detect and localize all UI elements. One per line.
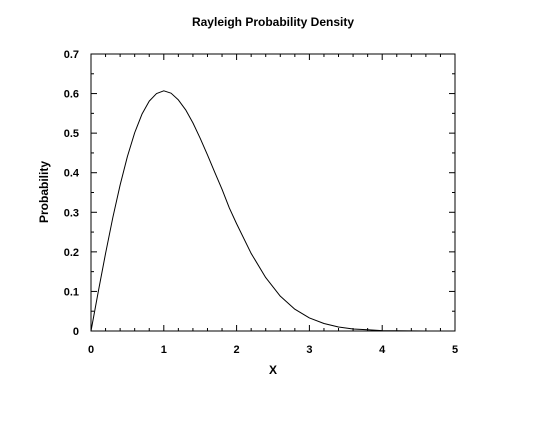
x-tick-label: 1 bbox=[161, 344, 167, 356]
x-tick-label: 5 bbox=[452, 344, 458, 356]
chart-title: Rayleigh Probability Density bbox=[192, 15, 354, 29]
y-tick-label: 0.5 bbox=[64, 128, 79, 140]
y-tick-label: 0 bbox=[73, 326, 79, 338]
x-axis-label: X bbox=[269, 363, 277, 377]
y-tick-label: 0.6 bbox=[64, 89, 79, 101]
plot-frame bbox=[90, 53, 456, 332]
series-layer bbox=[90, 90, 456, 332]
x-tick-label: 3 bbox=[306, 344, 312, 356]
x-tick-label: 4 bbox=[379, 344, 386, 356]
density-curve bbox=[90, 90, 456, 332]
y-tick-label: 0.1 bbox=[64, 286, 79, 298]
y-axis-ticks: 0 0.1 0.2 0.3 0.4 0.5 0.6 0.7 bbox=[64, 49, 455, 338]
y-tick-label: 0.3 bbox=[64, 207, 79, 219]
y-tick-label: 0.7 bbox=[64, 49, 79, 61]
y-tick-label: 0.4 bbox=[64, 168, 80, 180]
x-tick-label: 2 bbox=[234, 344, 240, 356]
y-axis-label: Probability bbox=[37, 161, 51, 223]
y-tick-label: 0.2 bbox=[64, 247, 79, 259]
x-tick-label: 0 bbox=[88, 344, 94, 356]
x-axis-ticks: 0 1 2 3 4 5 bbox=[88, 54, 458, 356]
